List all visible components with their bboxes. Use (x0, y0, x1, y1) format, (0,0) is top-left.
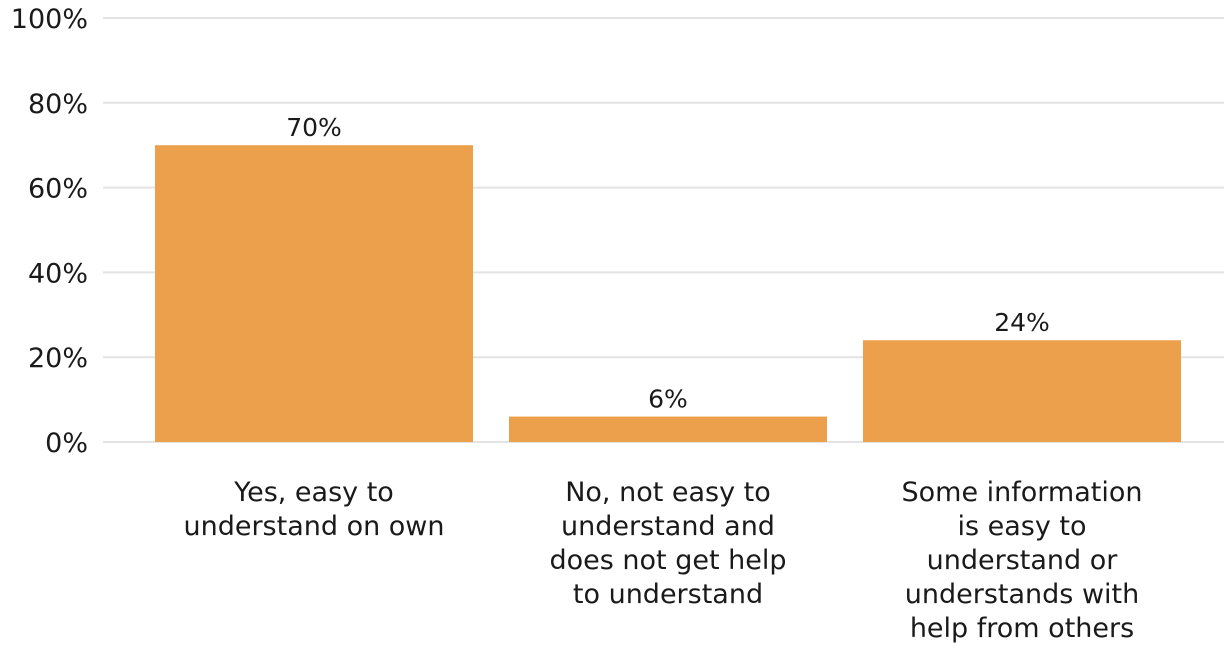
y-tick-label: 100% (11, 4, 88, 35)
category-label-line: understands with (905, 579, 1139, 610)
y-axis-tick-labels: 0% 20% 40% 60% 80% 100% (11, 4, 88, 459)
category-label-line: Yes, easy to (233, 477, 394, 508)
category-label-line: help from others (910, 613, 1134, 644)
category-label-line: is easy to (957, 511, 1086, 542)
bar (509, 416, 827, 442)
y-tick-label: 80% (28, 89, 88, 120)
category-label-line: No, not easy to (565, 477, 771, 508)
category-label-line: understand on own (183, 511, 444, 542)
data-label: 24% (994, 308, 1050, 337)
y-tick-label: 20% (28, 343, 88, 374)
y-tick-label: 60% (28, 174, 88, 205)
bars (155, 145, 1181, 442)
data-label: 6% (648, 385, 688, 414)
bar (155, 145, 473, 442)
y-tick-label: 40% (28, 258, 88, 289)
category-label-line: Some information (902, 477, 1143, 508)
category-labels: Yes, easy to understand on own No, not eas… (183, 477, 1142, 644)
y-tick-label: 0% (45, 428, 88, 459)
data-label: 70% (286, 113, 342, 142)
value-labels: 70% 6% 24% (286, 113, 1050, 413)
bar (863, 340, 1181, 442)
category-label-line: to understand (573, 579, 763, 610)
category-label-line: understand or (927, 545, 1119, 576)
category-label-line: does not get help (549, 545, 786, 576)
category-label-line: understand and (561, 511, 775, 542)
category-label: Some information is easy to understand or u… (902, 477, 1143, 644)
category-label: Yes, easy to understand on own (183, 477, 444, 542)
category-label: No, not easy to understand and does not ge… (549, 477, 786, 610)
